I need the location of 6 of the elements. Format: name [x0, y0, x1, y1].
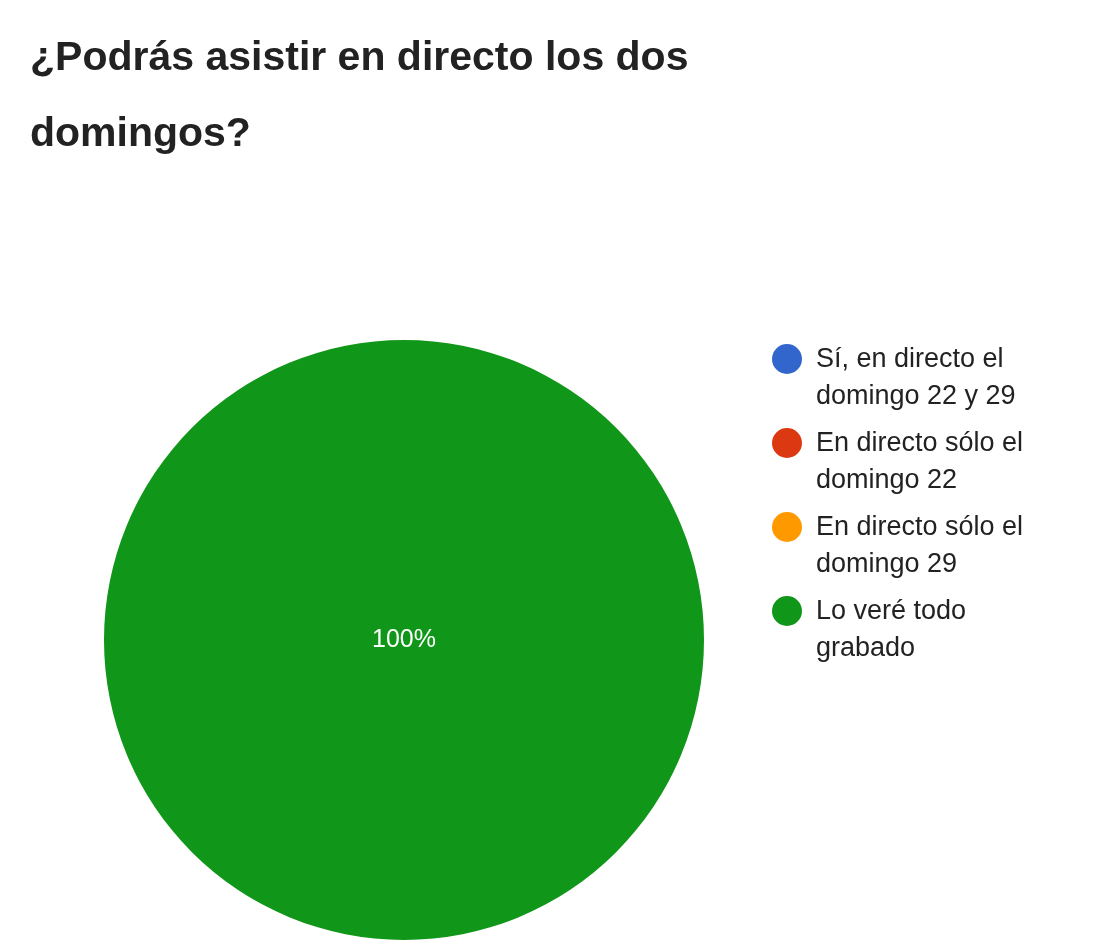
- legend-label: En directo sólo el domingo 29: [816, 510, 1025, 580]
- legend-label: En directo sólo el domingo 22: [816, 426, 1025, 496]
- chart-title: ¿Podrás asistir en directo los dos domingos?: [30, 32, 690, 157]
- legend-label: Lo veré todo grabado: [816, 594, 968, 664]
- data-label: 100%: [372, 623, 436, 652]
- legend-label: Sí, en directo el domingo 22 y 29: [816, 342, 1017, 412]
